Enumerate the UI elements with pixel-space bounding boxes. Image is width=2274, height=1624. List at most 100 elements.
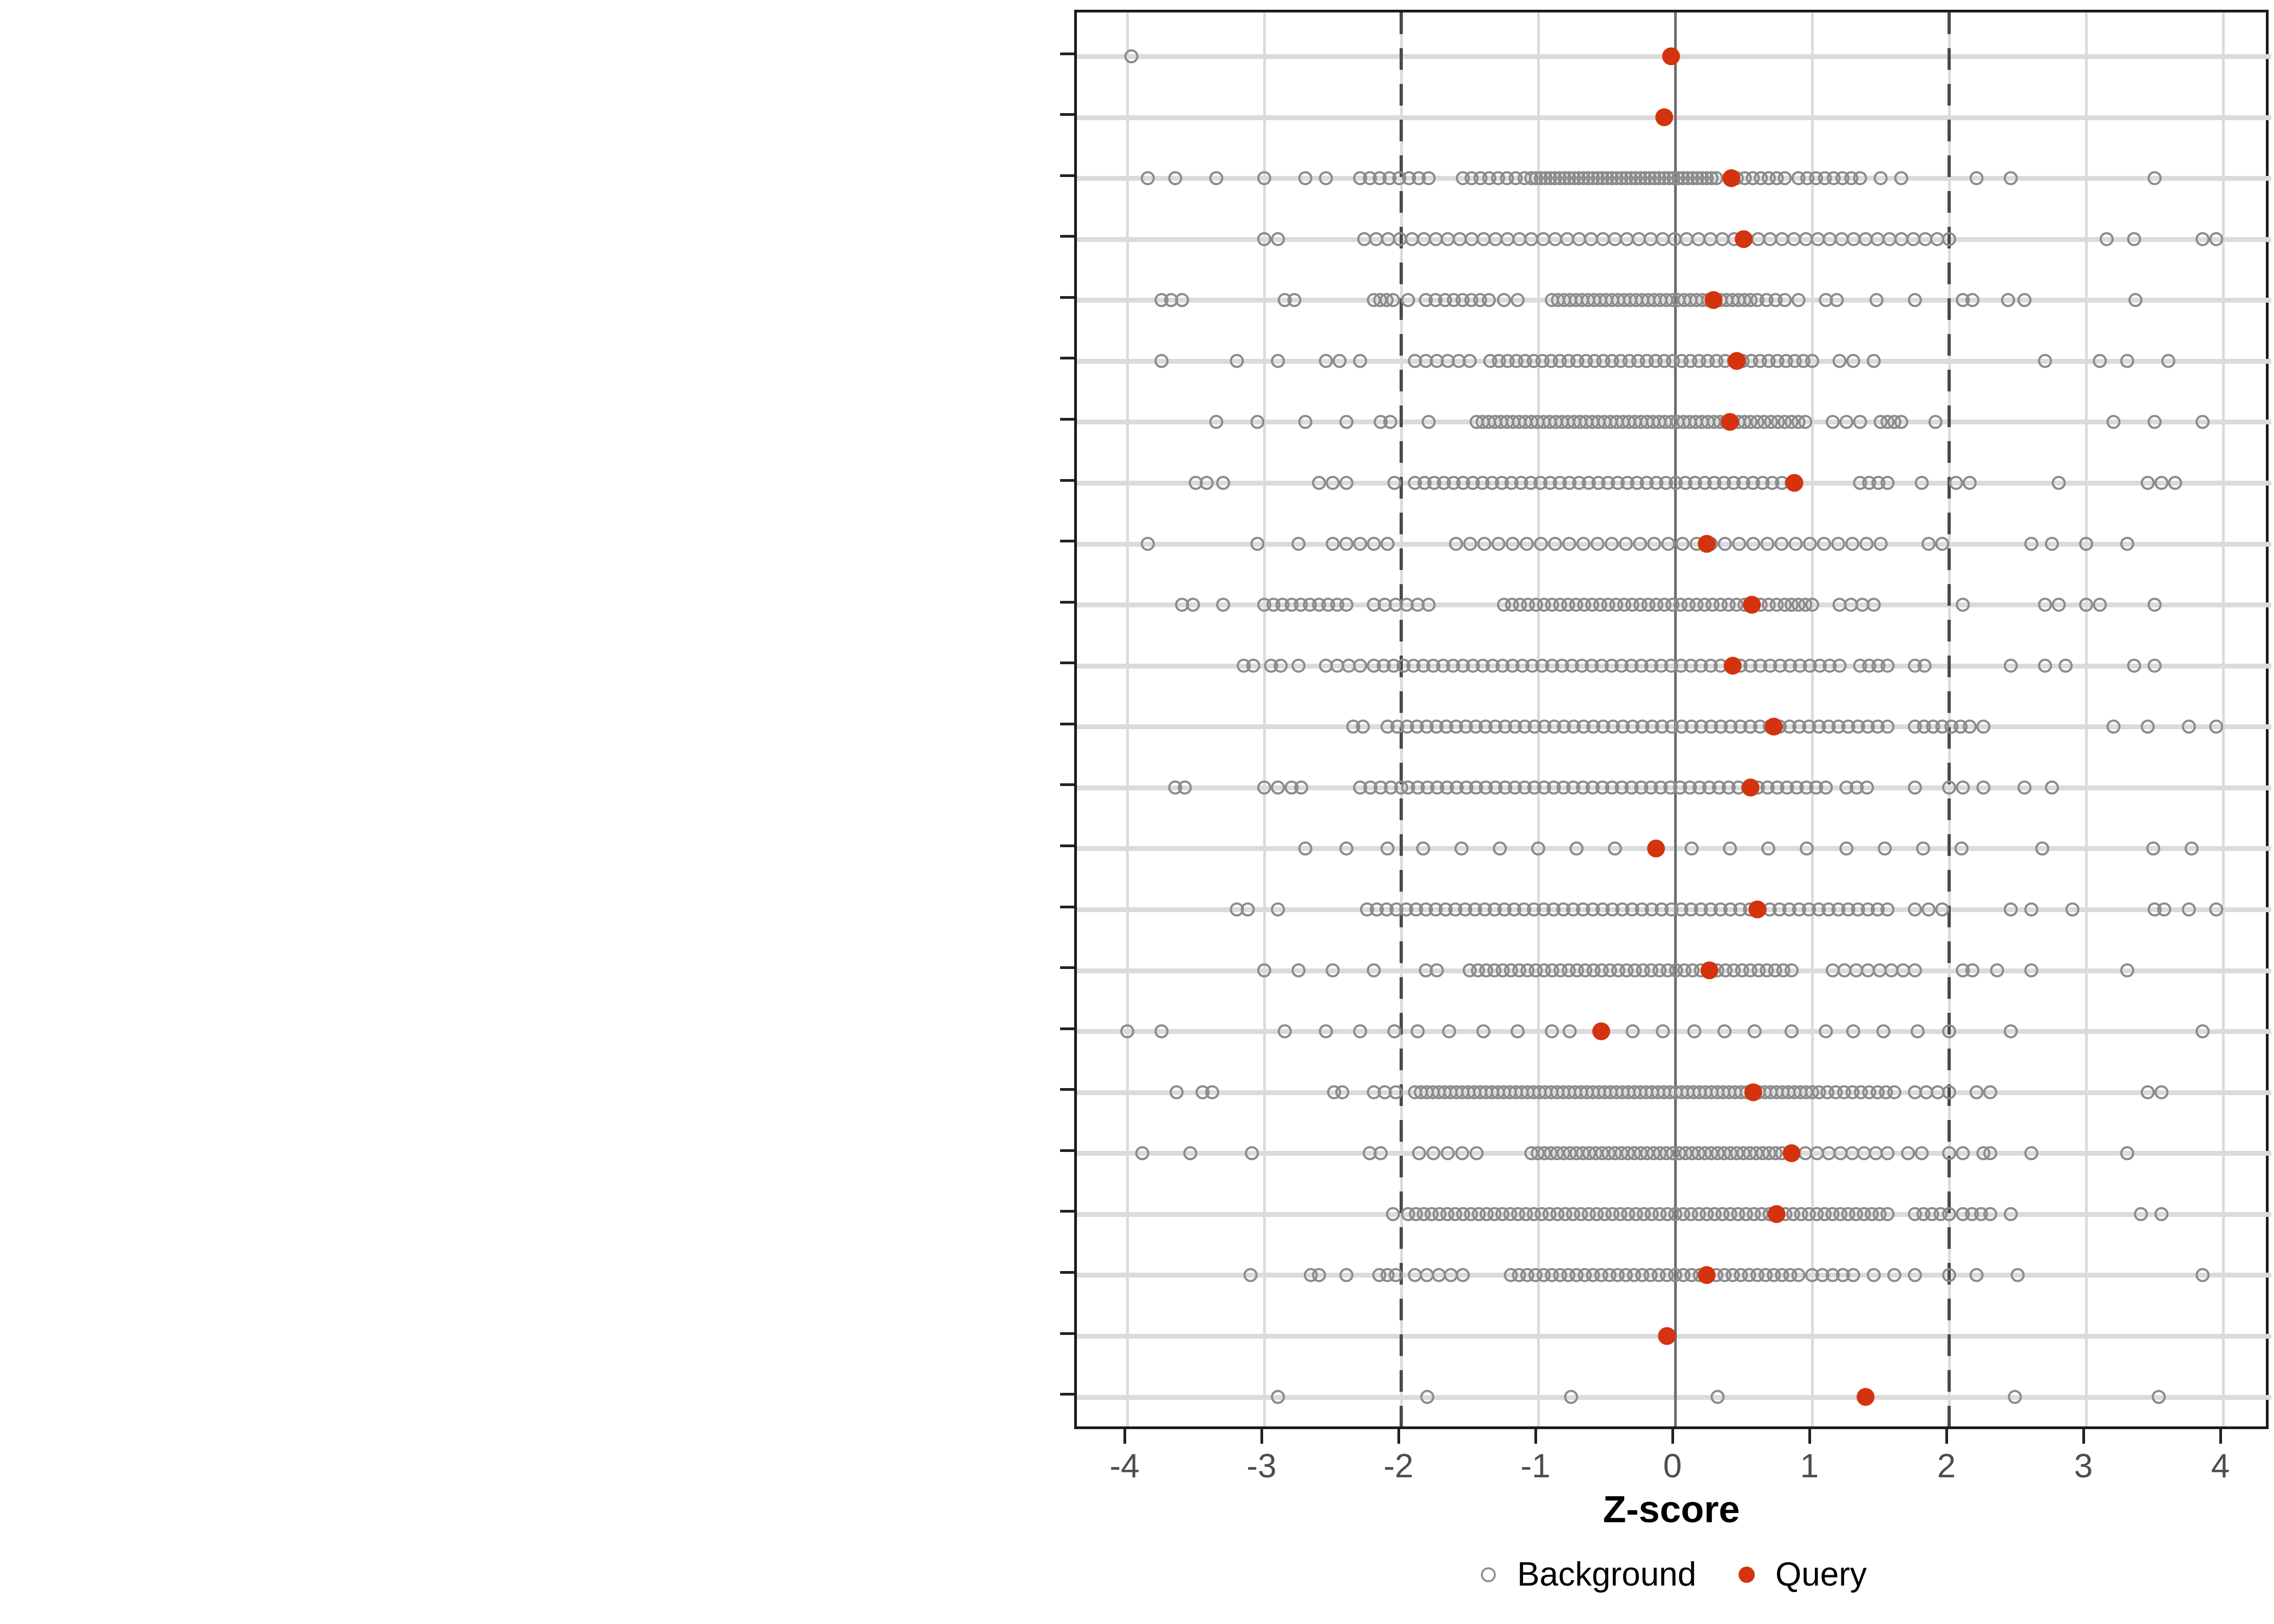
background-point [1907,719,1922,734]
background-point [1743,293,1758,307]
background-point [1849,963,1864,978]
background-point [2024,963,2038,978]
background-point [1880,719,1895,734]
x-tick-mark [1534,1429,1537,1444]
background-point [1408,1268,1422,1282]
background-point [1809,780,1824,795]
x-tick-mark [1123,1429,1126,1444]
background-point [1492,353,1506,368]
x-tick-label: -1 [1520,1448,1551,1485]
query-point-A [1662,47,1680,66]
background-point [1633,598,1648,612]
background-point [1597,1207,1612,1221]
background-point [1524,171,1539,186]
background-point [1714,719,1728,734]
background-point [1644,780,1658,795]
background-point [1584,232,1598,246]
background-point [1647,536,1662,551]
background-point [1380,719,1395,734]
background-point [1709,171,1723,186]
background-point [1637,1207,1651,1221]
background-point [1566,780,1580,795]
background-point [1169,1085,1184,1099]
background-point [1914,1146,1929,1161]
background-point [1615,780,1629,795]
background-point [1447,293,1461,307]
background-point [1768,293,1783,307]
background-point [1504,963,1518,978]
background-point [1780,780,1794,795]
y-tick-mark [1060,600,1074,604]
background-point [1764,415,1779,429]
background-point [1486,658,1500,673]
background-point [1563,1024,1577,1039]
background-point [1630,476,1644,490]
background-point [1521,598,1535,612]
background-point [1894,415,1909,429]
background-point [1942,780,1956,795]
background-point [1419,293,1433,307]
background-point [1456,476,1471,490]
background-point [1700,171,1714,186]
background-point [1284,598,1299,612]
background-point [2209,719,2224,734]
background-point [1555,658,1570,673]
background-point [1624,780,1639,795]
background-point [1759,293,1774,307]
background-point [1546,780,1561,795]
background-point [1498,719,1512,734]
background-point [1655,719,1669,734]
background-point [1901,1146,1916,1161]
background-point [1410,719,1424,734]
background-point [1277,1024,1292,1039]
background-point [1615,902,1630,916]
background-point [1930,232,1944,246]
background-point [1954,841,1969,856]
background-point [1799,780,1814,795]
background-point [1534,536,1548,551]
background-point [1488,780,1503,795]
background-point [1426,658,1441,673]
background-point [1537,902,1551,916]
background-point [1578,963,1592,978]
background-point [1494,476,1509,490]
background-point [1976,1146,1991,1161]
background-point [1704,171,1719,186]
background-point [1298,841,1312,856]
background-point [1752,963,1766,978]
background-point [1505,598,1519,612]
y-tick-mark [1060,1088,1074,1091]
background-point [1518,353,1532,368]
query-point-W [1658,1327,1676,1345]
background-point [1571,171,1586,186]
background-point [1472,1207,1486,1221]
background-point [1685,963,1700,978]
query-point-T [1782,1144,1801,1162]
background-point [1717,1024,1732,1039]
background-point [1293,598,1308,612]
background-point [1449,719,1463,734]
background-point [1428,293,1443,307]
background-point [1468,902,1482,916]
background-point [1579,353,1593,368]
x-tick-label: 3 [2074,1448,2093,1485]
background-point [1782,719,1797,734]
background-point [1833,1146,1848,1161]
background-point [1511,1207,1525,1221]
background-point [1527,902,1541,916]
background-point [1684,1207,1698,1221]
background-point [1610,1268,1625,1282]
background-point [1763,658,1778,673]
background-point [1576,780,1590,795]
background-point [1831,536,1846,551]
background-point [1694,902,1708,916]
background-point [1870,1085,1885,1099]
background-point [1318,1024,1333,1039]
background-point [1791,415,1806,429]
background-point [1380,841,1395,856]
background-point [1557,719,1571,734]
background-point [1363,171,1377,186]
background-point [1667,171,1681,186]
background-point [1605,353,1619,368]
background-point [1726,1268,1740,1282]
